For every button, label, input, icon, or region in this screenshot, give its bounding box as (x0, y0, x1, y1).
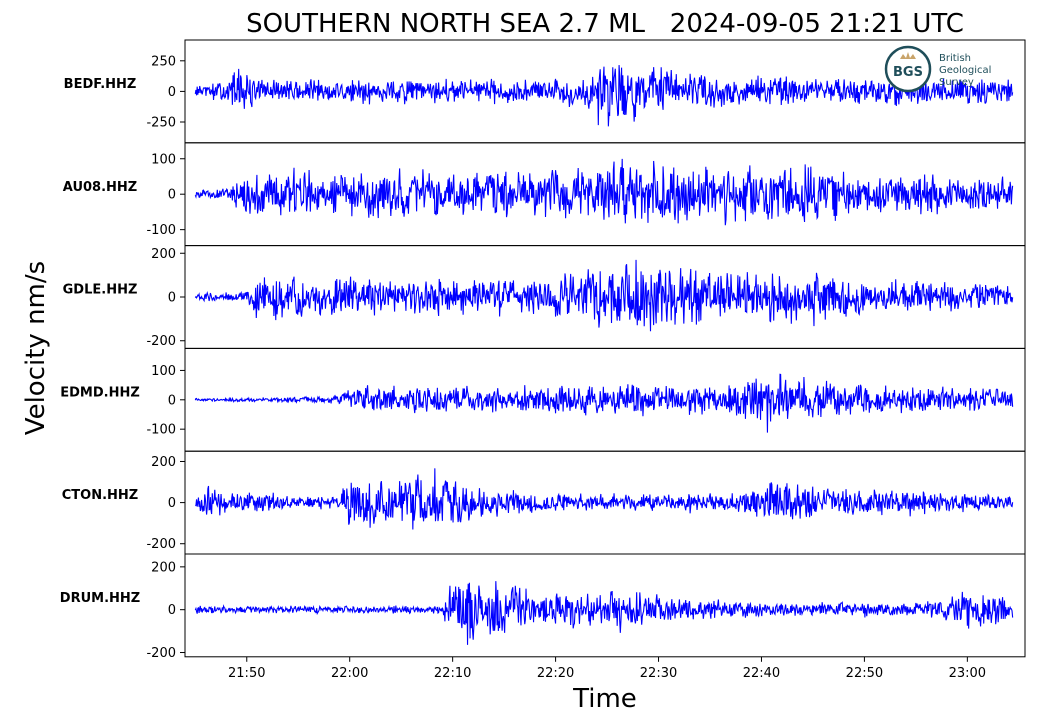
chart-title: SOUTHERN NORTH SEA 2.7 ML 2024-09-05 21:… (246, 9, 964, 39)
x-tick-label: 23:00 (949, 666, 986, 681)
y-tick-label: -200 (146, 334, 176, 349)
station-label: GDLE.HHZ (63, 283, 138, 298)
panel-edmd-hhz: 100 0 -100 EDMD.HHZ (60, 347, 1026, 452)
station-label: BEDF.HHZ (64, 77, 137, 92)
x-tick-label: 21:50 (228, 666, 265, 681)
x-ticks-group: 21:50 22:00 22:10 22:20 22:30 22:40 22:50 23:00 (228, 656, 986, 681)
y-tick-label: 100 (151, 364, 176, 379)
y-tick-label: -100 (146, 423, 176, 438)
x-tick-label: 22:20 (537, 666, 574, 681)
y-tick-label: -250 (146, 115, 176, 130)
panel-bedf-hhz: 250 0 -250 BEDF.HHZ (64, 39, 1026, 144)
bgs-logo: BGS British Geological Survey (884, 45, 991, 93)
panel-drum-hhz: 200 0 -200 DRUM.HHZ (60, 553, 1026, 661)
x-tick-label: 22:00 (331, 666, 368, 681)
y-tick-label: 0 (168, 291, 176, 306)
station-label: CTON.HHZ (62, 488, 138, 503)
x-tick-label: 22:10 (434, 666, 471, 681)
waveform-line (194, 158, 1014, 226)
y-tick-label: 0 (168, 603, 176, 618)
station-label: DRUM.HHZ (60, 591, 140, 606)
y-tick-label: 0 (168, 393, 176, 408)
y-axis-label: Velocity nm/s (21, 261, 51, 435)
x-tick-label: 22:50 (846, 666, 883, 681)
panel-au08-hhz: 100 0 -100 AU08.HHZ (63, 142, 1026, 247)
bgs-logo-abbr: BGS (893, 65, 923, 80)
bgs-logo-ring (884, 45, 932, 93)
waveform-line (194, 259, 1014, 332)
y-tick-label: 100 (151, 152, 176, 167)
y-tick-label: -200 (146, 537, 176, 552)
y-tick-label: 200 (151, 247, 176, 262)
waveform-line (194, 373, 1014, 433)
bgs-logo-crown-icon (900, 52, 916, 59)
x-axis-label: Time (572, 684, 637, 714)
y-tick-label: 0 (168, 85, 176, 100)
logo-text-line-3: Survey (939, 77, 974, 88)
logo-text-line-2: Geological (939, 65, 991, 76)
x-tick-label: 22:30 (640, 666, 677, 681)
waveform-line (194, 581, 1014, 645)
y-tick-label: 200 (151, 455, 176, 470)
waveform-line (194, 65, 1014, 127)
station-label: AU08.HHZ (63, 180, 137, 195)
panel-frame (184, 553, 1026, 658)
y-tick-label: -100 (146, 223, 176, 238)
y-tick-label: 250 (151, 54, 176, 69)
waveform-line (195, 468, 1014, 530)
panel-gdle-hhz: 200 0 -200 GDLE.HHZ (63, 245, 1026, 349)
y-tick-label: -200 (146, 646, 176, 661)
panel-cton-hhz: 200 0 -200 CTON.HHZ (62, 450, 1026, 555)
y-tick-label: 200 (151, 560, 176, 575)
panels-group: 250 0 -250 BEDF.HHZ 100 0 -100 AU08.HHZ 200 0 -200… (60, 39, 1026, 661)
y-tick-label: 0 (168, 496, 176, 511)
station-label: EDMD.HHZ (60, 385, 140, 400)
logo-text-line-1: British (939, 53, 971, 64)
y-tick-label: 0 (168, 188, 176, 203)
x-tick-label: 22:40 (743, 666, 780, 681)
